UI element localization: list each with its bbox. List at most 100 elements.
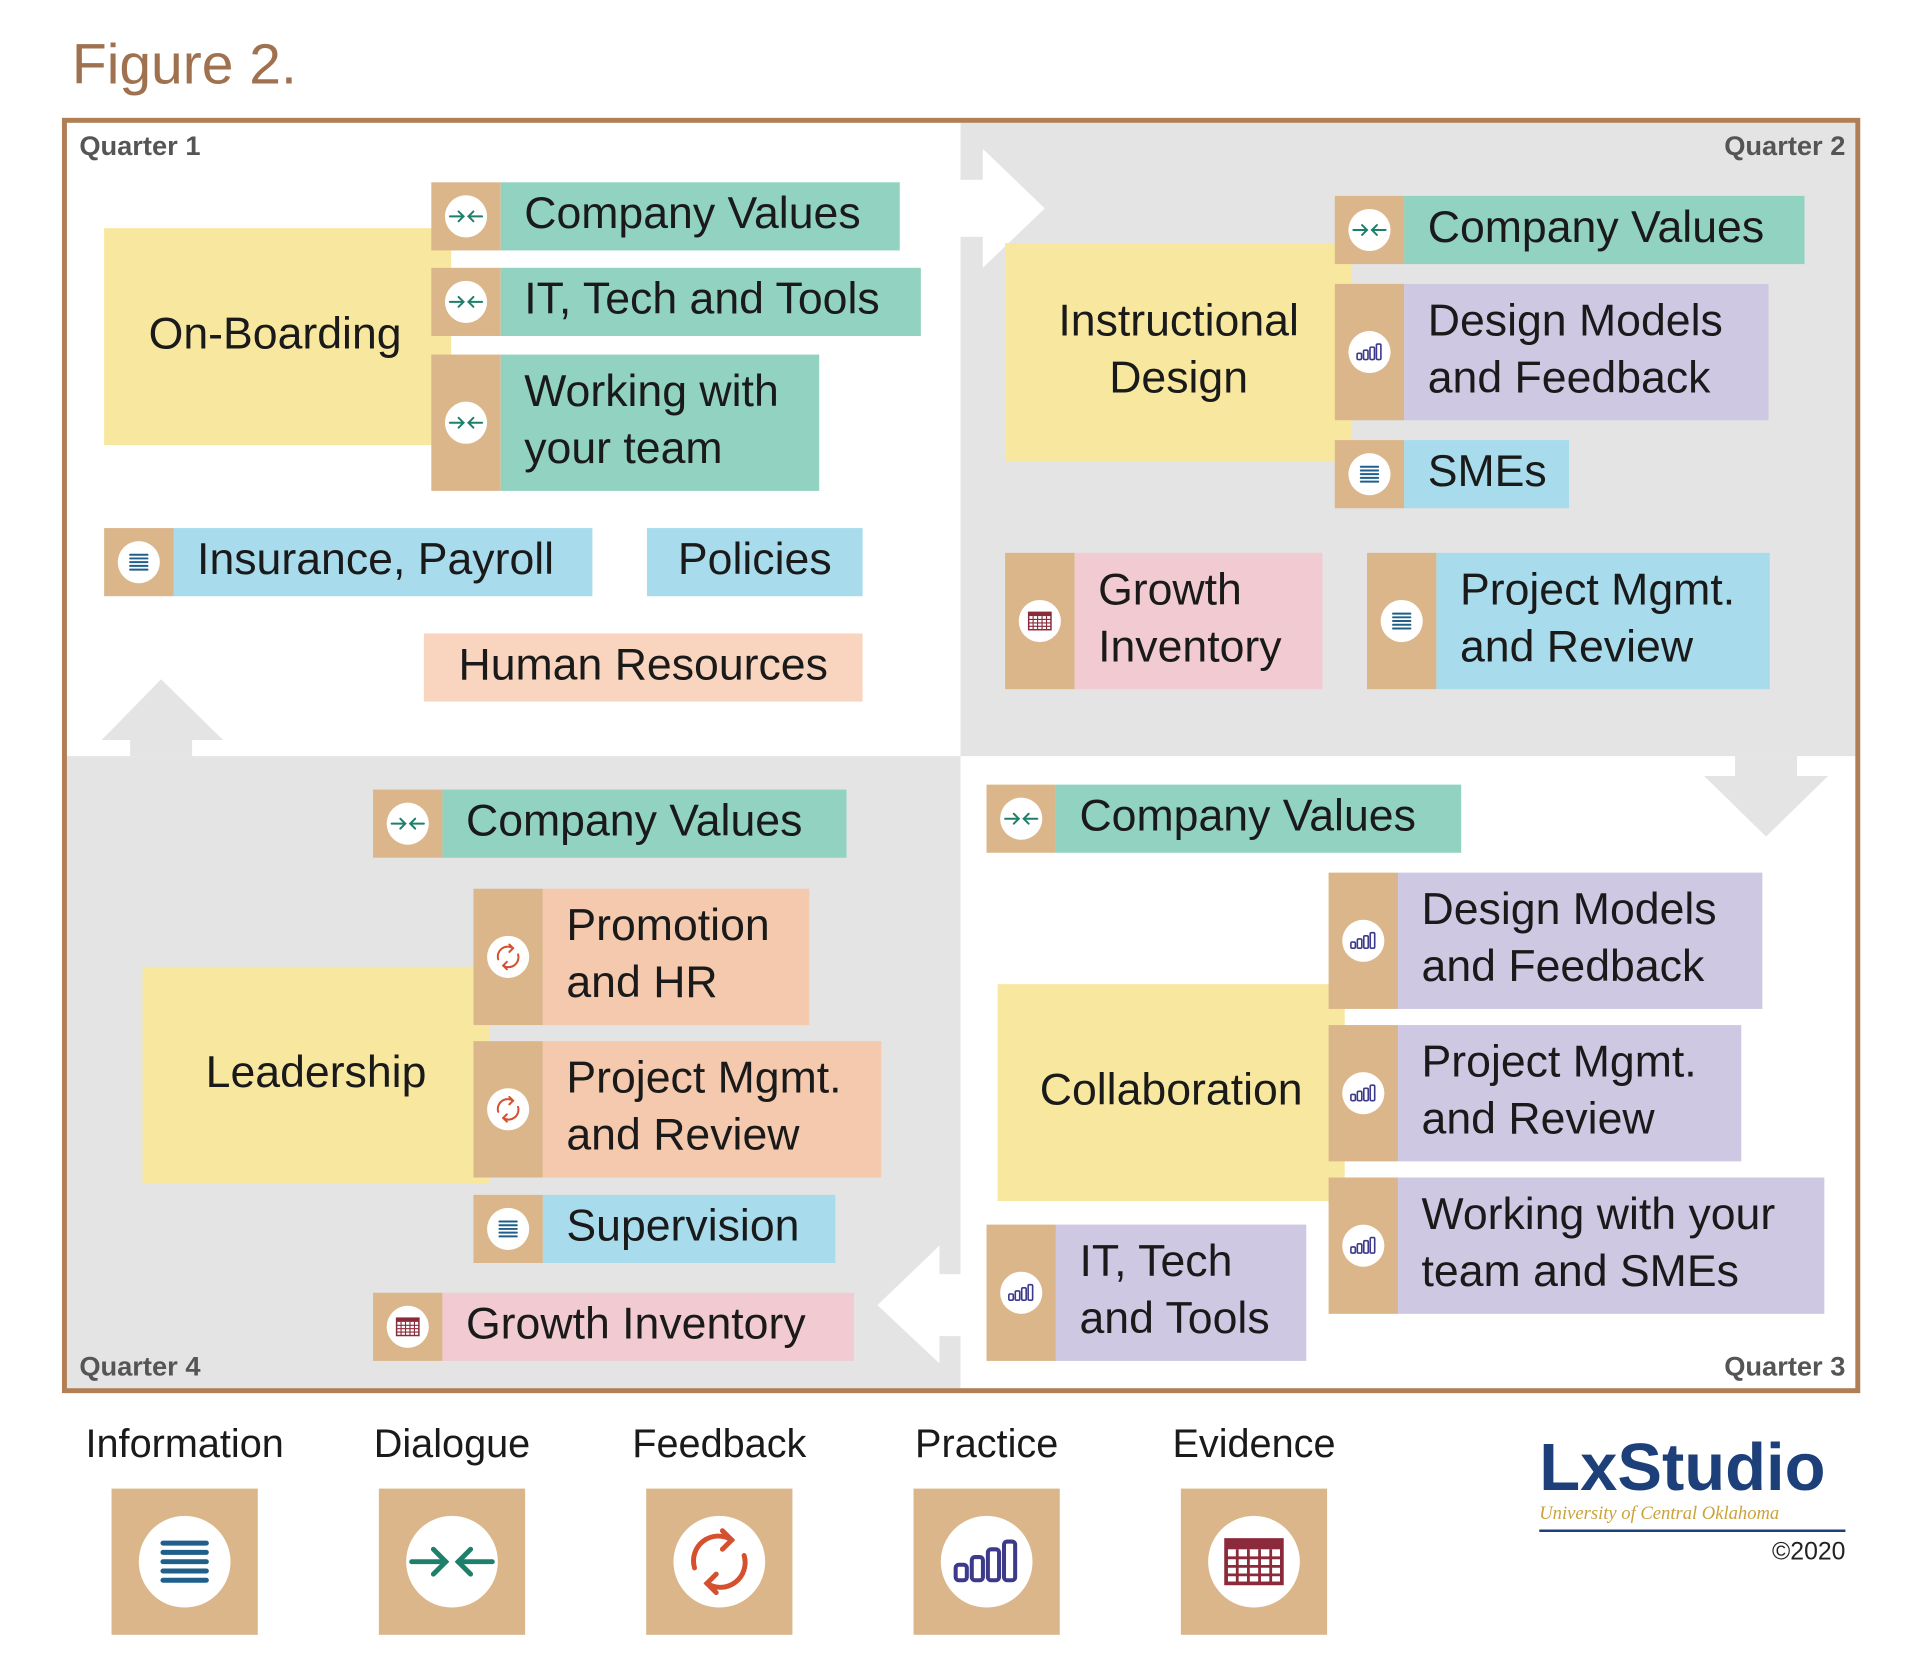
- icon-bar: [1356, 1242, 1363, 1254]
- icon-grid: [1028, 612, 1051, 617]
- quarter-label: Quarter 3: [1724, 1351, 1845, 1382]
- icon-info: [487, 1207, 530, 1251]
- item-label: Project Mgmt.: [1460, 565, 1735, 614]
- icon-bar: [1375, 343, 1382, 361]
- icon-disc: [444, 195, 488, 238]
- icon-arrow: [457, 295, 465, 308]
- icon-dialogue: [1348, 208, 1391, 252]
- item-box: [1074, 552, 1323, 690]
- item-label: Company Values: [466, 796, 802, 845]
- item-label: Company Values: [1079, 791, 1415, 840]
- icon-bar: [1362, 1087, 1370, 1102]
- icon-practice: [1342, 1224, 1385, 1267]
- icon-arc: [704, 1553, 748, 1590]
- icon-grid: [1226, 1540, 1282, 1550]
- quarter-label: Quarter 1: [79, 130, 200, 161]
- icon-bar: [1014, 1290, 1021, 1301]
- icon-bar: [1369, 1236, 1376, 1254]
- icon-disc: [444, 401, 488, 444]
- icon-dialogue: [386, 802, 429, 845]
- legend-label: Dialogue: [374, 1422, 530, 1466]
- item-label: Working with your: [1422, 1190, 1776, 1239]
- item-label: Design Models: [1422, 885, 1717, 934]
- legend-label: Practice: [915, 1422, 1058, 1466]
- item-label: Promotion: [566, 901, 769, 950]
- item-box: [542, 888, 810, 1026]
- icon-arrow: [1022, 812, 1030, 825]
- icon-disc: [487, 1088, 530, 1131]
- item-box: [1404, 195, 1805, 265]
- icon-practice: [1000, 1271, 1043, 1314]
- item-label: team and SMEs: [1422, 1247, 1739, 1296]
- icon-dialogue: [406, 1515, 498, 1608]
- hub-label: Leadership: [206, 1048, 427, 1097]
- hub-label: Collaboration: [1040, 1065, 1303, 1114]
- hub-box: [142, 966, 490, 1184]
- item-label: SMEs: [1428, 447, 1547, 496]
- icon-info: [1380, 599, 1423, 643]
- icon-bar: [985, 1547, 1002, 1583]
- icon-arrow: [457, 416, 465, 429]
- icon-arrow: [467, 295, 475, 308]
- icon-disc: [406, 1515, 498, 1608]
- icon-arrow: [467, 416, 475, 429]
- icon-dialogue: [444, 280, 488, 323]
- item-label: Project Mgmt.: [566, 1054, 841, 1103]
- item-label: and Review: [1422, 1095, 1656, 1144]
- icon-evidence: [386, 1305, 429, 1348]
- item-box: [542, 1041, 882, 1178]
- icon-arrow: [1361, 224, 1369, 236]
- item-label: Inventory: [1098, 622, 1282, 671]
- hub-label: On-Boarding: [149, 309, 402, 358]
- item-box: [500, 267, 921, 336]
- frame: [61, 117, 1861, 1394]
- item-label: IT, Tech: [1079, 1237, 1232, 1286]
- logo-subtitle: University of Central Oklahoma: [1539, 1503, 1779, 1524]
- logo: LxStudio: [1539, 1430, 1825, 1505]
- item-label: Design Models: [1428, 296, 1723, 345]
- icon-arrow: [501, 960, 508, 971]
- item-box: [1055, 1224, 1307, 1361]
- icon-dialogue: [444, 401, 488, 444]
- icon-arrow: [508, 1095, 515, 1106]
- item-label: Company Values: [1428, 203, 1764, 252]
- icon-arrow: [454, 1546, 474, 1577]
- icon-arrow: [501, 1113, 508, 1123]
- icon-arrow: [1370, 224, 1378, 236]
- copyright: ©2020: [1772, 1539, 1845, 1566]
- item-label: and Tools: [1079, 1294, 1269, 1343]
- item-label: and HR: [566, 958, 717, 1007]
- item-box: [1055, 784, 1462, 853]
- hub-box: [104, 228, 452, 446]
- icon-evidence: [1018, 599, 1061, 643]
- icon-disc: [487, 935, 530, 978]
- item-box: [442, 789, 847, 858]
- icon-arrow: [457, 210, 465, 223]
- icon-practice: [1342, 1072, 1385, 1115]
- item-box: [1397, 1177, 1825, 1314]
- legend-label: Feedback: [632, 1422, 806, 1466]
- quarter-label: Quarter 2: [1724, 130, 1845, 161]
- item-box: [500, 354, 820, 491]
- item-label: Growth: [1098, 565, 1242, 614]
- item-label: Policies: [678, 535, 832, 584]
- arrow: [101, 679, 1829, 837]
- hub-label: Instructional: [1058, 296, 1299, 345]
- icon-disc: [1208, 1515, 1300, 1608]
- icon-arrow: [719, 1528, 736, 1552]
- icon-practice: [1342, 919, 1385, 962]
- icon-arrow: [703, 1571, 719, 1596]
- item-box: [173, 528, 593, 597]
- item-box: [646, 528, 863, 597]
- item-box: [542, 1194, 836, 1264]
- item-label: Human Resources: [459, 640, 828, 689]
- icon-bar: [1369, 346, 1376, 361]
- icon-disc: [386, 802, 429, 845]
- item-label: and Feedback: [1428, 353, 1711, 402]
- icon-grid: [1027, 611, 1052, 631]
- icon-bar: [953, 1562, 969, 1583]
- icon-evidence: [1208, 1515, 1300, 1608]
- icon-bar: [1356, 1090, 1363, 1102]
- arrow: [877, 148, 1045, 1364]
